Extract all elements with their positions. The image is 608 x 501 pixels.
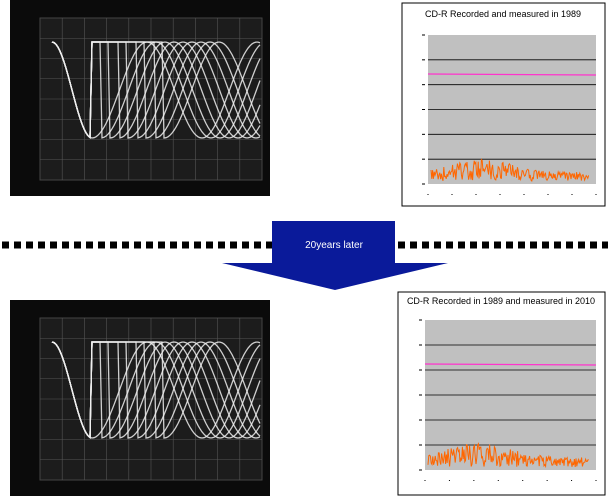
chart-title: CD-R Recorded in 1989 and measured in 20… [407,296,595,306]
chart-title: CD-R Recorded and measured in 1989 [425,9,581,19]
oscilloscope-photo [10,0,270,196]
plot [419,320,596,481]
arrow-head [222,263,448,290]
oscilloscope-photo [10,300,270,496]
plot [422,35,596,195]
arrow-label: 20years later [305,240,363,251]
page: 20years later CD-R Recorded and measured… [0,0,608,496]
